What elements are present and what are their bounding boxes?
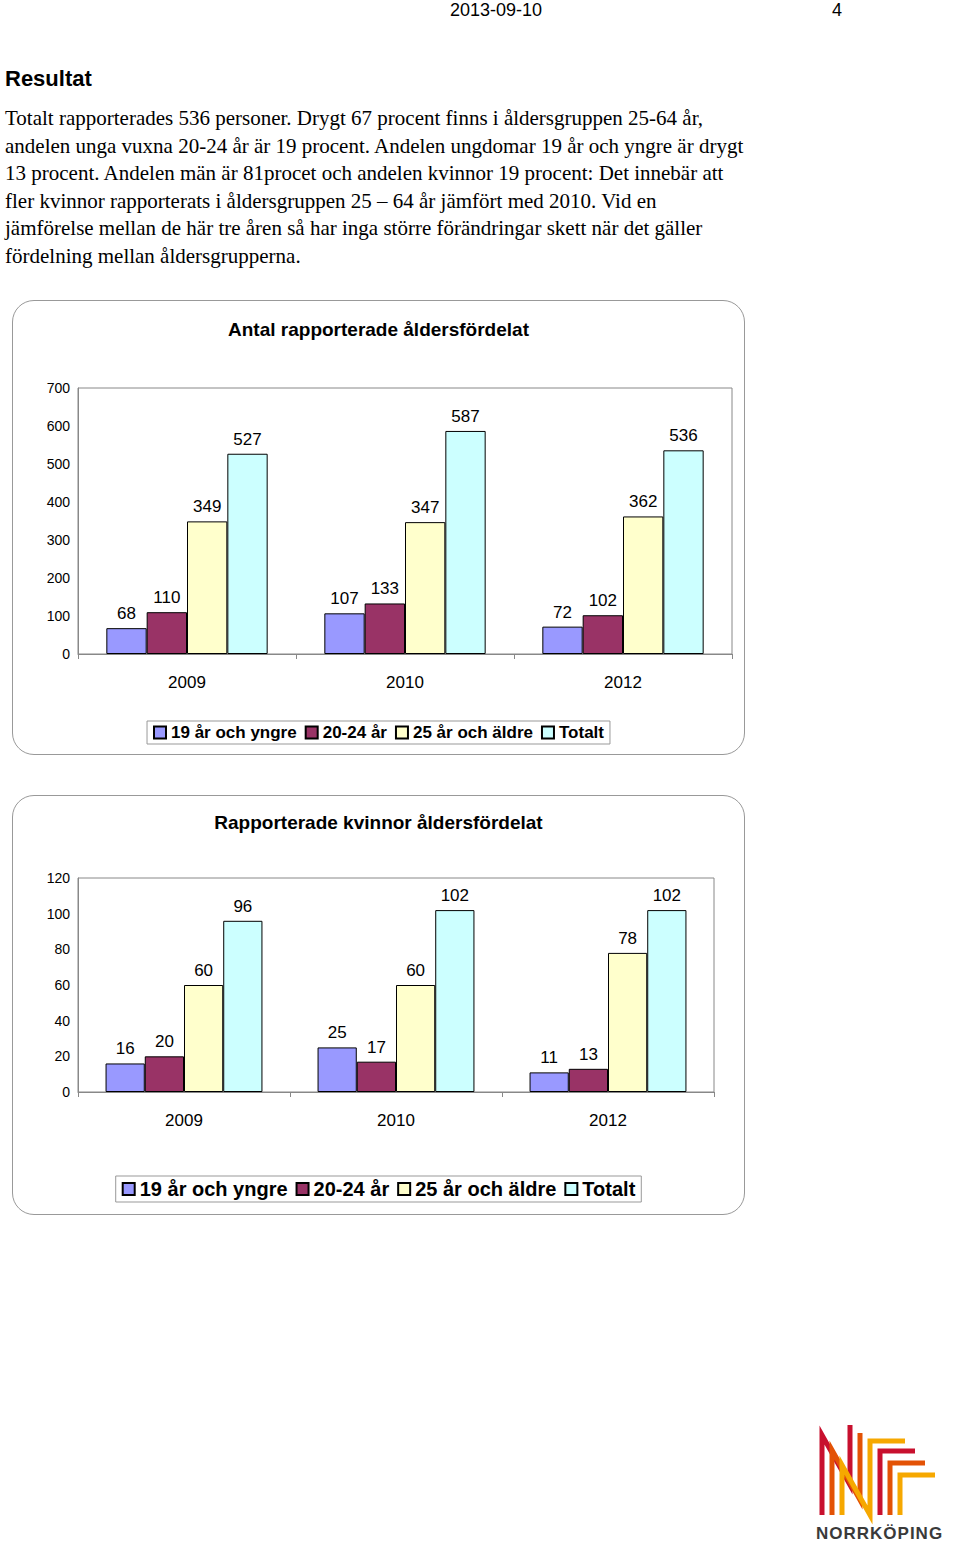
svg-text:Totalt: Totalt [582, 1178, 635, 1200]
svg-text:78: 78 [618, 929, 637, 948]
svg-text:60: 60 [194, 961, 213, 980]
svg-text:347: 347 [411, 498, 439, 517]
svg-text:80: 80 [54, 941, 70, 957]
svg-text:527: 527 [233, 430, 261, 449]
svg-text:0: 0 [62, 1084, 70, 1100]
html-text:Resultat: Resultat [5, 66, 92, 91]
svg-text:600: 600 [47, 418, 71, 434]
svg-text:96: 96 [233, 897, 252, 916]
svg-text:110: 110 [153, 588, 180, 607]
svg-text:72: 72 [553, 603, 572, 622]
svg-text:200: 200 [47, 570, 71, 586]
svg-text:700: 700 [47, 380, 71, 396]
svg-text:2012: 2012 [589, 1111, 627, 1130]
svg-text:133: 133 [371, 579, 399, 598]
svg-text:120: 120 [47, 870, 71, 886]
svg-text:400: 400 [47, 494, 71, 510]
svg-text:100: 100 [47, 608, 71, 624]
svg-text:587: 587 [451, 407, 479, 426]
svg-text:13: 13 [579, 1045, 598, 1064]
svg-text:Rapporterade kvinnor åldersför: Rapporterade kvinnor åldersfördelat [214, 812, 543, 833]
svg-text:60: 60 [54, 977, 70, 993]
svg-text:68: 68 [117, 604, 136, 623]
html-text:13 procent. Andelen män är 81p: 13 procent. Andelen män är 81procet och … [5, 161, 724, 186]
svg-text:40: 40 [54, 1013, 70, 1029]
svg-text:100: 100 [47, 906, 71, 922]
html-text:fler kvinnor rapporterats i ål: fler kvinnor rapporterats i åldersgruppe… [5, 188, 657, 213]
svg-text:25: 25 [328, 1023, 347, 1042]
svg-text:20-24 år: 20-24 år [314, 1178, 390, 1200]
svg-text:25 år och äldre: 25 år och äldre [415, 1178, 556, 1200]
html-text:jämförelse mellan de här tre å: jämförelse mellan de här tre åren så har… [5, 216, 703, 241]
html-text:2013-09-10: 2013-09-10 [450, 0, 543, 20]
svg-text:11: 11 [540, 1048, 558, 1067]
svg-text:20: 20 [155, 1032, 174, 1051]
svg-text:102: 102 [441, 886, 469, 905]
html-text:andelen unga vuxna 20-24 år är: andelen unga vuxna 20-24 år är 19 procen… [5, 133, 744, 158]
svg-text:536: 536 [669, 426, 697, 445]
svg-text:19 år och yngre: 19 år och yngre [171, 723, 297, 742]
svg-text:25 år och äldre: 25 år och äldre [413, 723, 533, 742]
svg-text:20-24 år: 20-24 år [323, 723, 388, 742]
svg-text:102: 102 [589, 591, 617, 610]
svg-text:362: 362 [629, 492, 657, 511]
html-text:NORRKÖPING: NORRKÖPING [816, 1524, 944, 1543]
svg-text:2012: 2012 [604, 673, 642, 692]
svg-text:16: 16 [116, 1039, 135, 1058]
html-text:Totalt rapporterades 536 perso: Totalt rapporterades 536 personer. Drygt… [5, 106, 704, 130]
html-text:fördelning mellan åldersgruppe: fördelning mellan åldersgrupperna. [5, 244, 301, 268]
svg-text:Totalt: Totalt [559, 723, 604, 742]
html-text:4: 4 [832, 0, 842, 20]
svg-text:300: 300 [47, 532, 71, 548]
svg-text:60: 60 [406, 961, 425, 980]
svg-text:349: 349 [193, 497, 221, 516]
svg-text:2010: 2010 [377, 1111, 415, 1130]
svg-text:2010: 2010 [386, 673, 424, 692]
svg-text:20: 20 [54, 1048, 70, 1064]
svg-text:2009: 2009 [165, 1111, 203, 1130]
svg-text:19 år och yngre: 19 år och yngre [140, 1178, 288, 1200]
svg-text:500: 500 [47, 456, 71, 472]
svg-text:2009: 2009 [168, 673, 206, 692]
svg-text:107: 107 [330, 589, 358, 608]
svg-text:Antal rapporterade åldersförde: Antal rapporterade åldersfördelat [228, 319, 530, 340]
svg-text:102: 102 [653, 886, 681, 905]
svg-text:0: 0 [62, 646, 70, 662]
svg-text:17: 17 [367, 1038, 386, 1057]
